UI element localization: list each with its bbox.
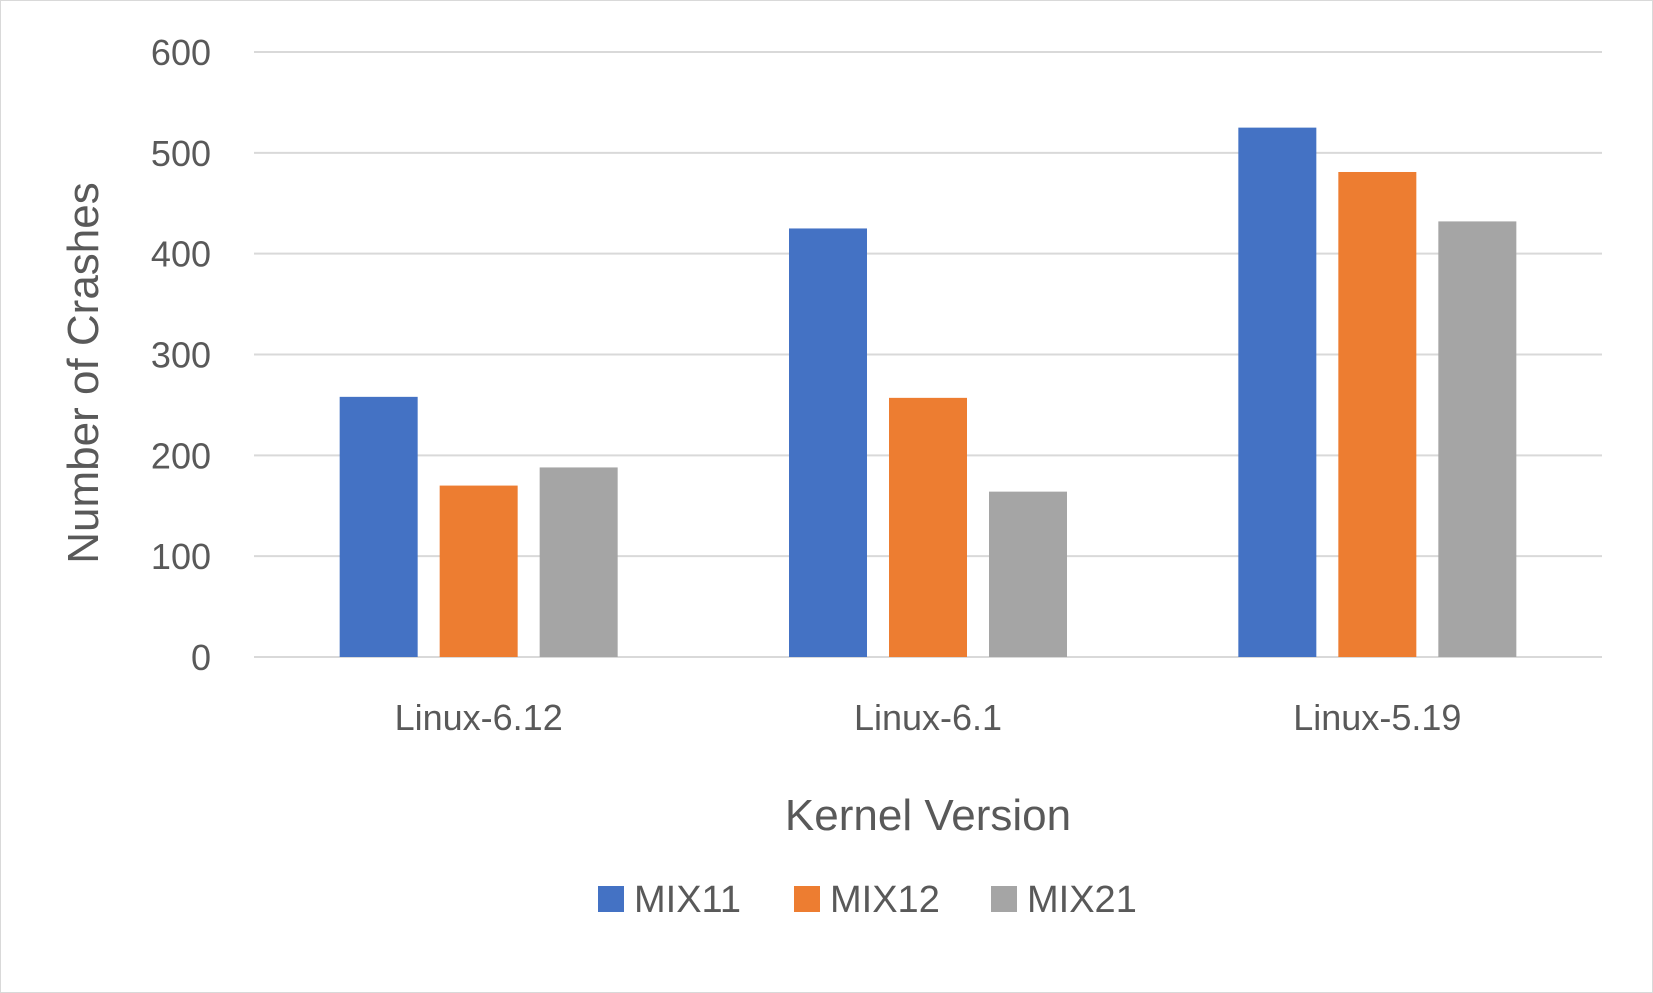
bars — [339, 127, 1517, 658]
y-tick-label: 200 — [151, 435, 211, 476]
bar-mix12-linux-6-12 — [439, 485, 518, 657]
y-axis-tick-labels: 0 100 200 300 400 500 600 — [151, 32, 211, 678]
y-tick-label: 400 — [151, 234, 211, 275]
bar-mix21-linux-6-1 — [989, 491, 1067, 657]
legend-item-mix12: MIX12 — [794, 879, 940, 921]
legend-label: MIX11 — [634, 879, 741, 921]
y-tick-label: 0 — [191, 637, 211, 678]
legend-swatch — [991, 886, 1017, 912]
bar-mix21-linux-6-12 — [539, 467, 618, 657]
legend-swatch — [598, 886, 624, 912]
bar-mix11-linux-6-12 — [339, 396, 418, 657]
legend: MIX11 MIX12 MIX21 — [598, 879, 1137, 921]
legend-item-mix11: MIX11 — [598, 879, 741, 921]
x-axis-category-labels: Linux-6.12 Linux-6.1 Linux-5.19 — [395, 697, 1462, 738]
y-tick-label: 300 — [151, 335, 211, 376]
bar-mix12-linux-6-1 — [889, 397, 967, 657]
bar-mix11-linux-6-1 — [789, 228, 867, 658]
legend-label: MIX12 — [830, 879, 940, 921]
x-category-label: Linux-6.1 — [854, 697, 1002, 738]
y-tick-label: 100 — [151, 536, 211, 577]
legend-swatch — [794, 886, 820, 912]
legend-item-mix21: MIX21 — [991, 879, 1137, 921]
bar-mix12-linux-5-19 — [1338, 171, 1417, 657]
bar-mix21-linux-5-19 — [1438, 221, 1517, 657]
x-category-label: Linux-6.12 — [395, 697, 563, 738]
legend-label: MIX21 — [1027, 879, 1137, 921]
y-tick-label: 500 — [151, 133, 211, 174]
bar-mix11-linux-5-19 — [1238, 127, 1317, 657]
y-axis-title: Number of Crashes — [59, 182, 108, 563]
y-tick-label: 600 — [151, 32, 211, 73]
x-category-label: Linux-5.19 — [1293, 697, 1461, 738]
x-axis-title: Kernel Version — [785, 791, 1071, 840]
